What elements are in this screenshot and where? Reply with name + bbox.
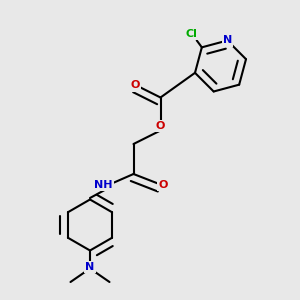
Text: NH: NH: [94, 179, 113, 190]
Text: N: N: [223, 35, 232, 46]
Text: O: O: [130, 80, 140, 91]
Text: Cl: Cl: [185, 29, 197, 39]
Text: O: O: [158, 179, 168, 190]
Text: N: N: [85, 262, 94, 272]
Text: O: O: [156, 121, 165, 131]
